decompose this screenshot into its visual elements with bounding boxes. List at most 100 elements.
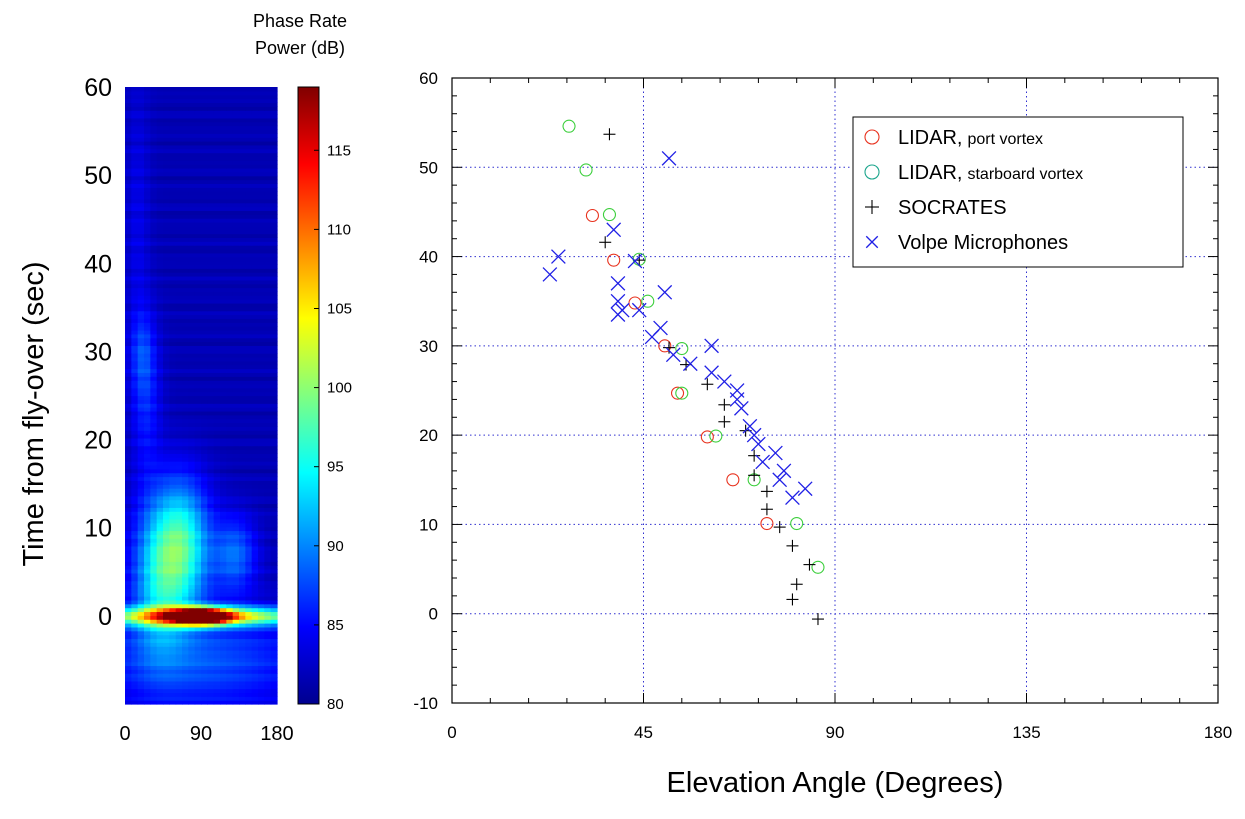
heatmap-cell bbox=[175, 302, 183, 308]
heatmap-cell bbox=[144, 198, 151, 204]
heatmap-cell bbox=[201, 495, 208, 501]
heatmap-cell bbox=[156, 453, 164, 458]
heatmap-cell bbox=[270, 530, 278, 535]
heatmap-cell bbox=[213, 144, 221, 150]
heatmap-cell bbox=[182, 260, 189, 265]
heatmap-cell bbox=[245, 407, 253, 412]
heatmap-cell bbox=[182, 137, 189, 142]
heatmap-cell bbox=[175, 638, 183, 643]
heatmap-cell bbox=[239, 430, 246, 435]
heatmap-cell bbox=[239, 156, 246, 161]
heatmap-cell bbox=[137, 94, 145, 100]
heatmap-cell bbox=[213, 337, 221, 343]
heatmap-cell bbox=[163, 653, 170, 659]
heatmap-cell bbox=[156, 167, 164, 173]
heatmap-cell bbox=[169, 596, 177, 601]
heatmap-cell bbox=[188, 549, 196, 555]
heatmap-cell bbox=[213, 376, 221, 381]
heatmap-cell bbox=[213, 125, 221, 131]
heatmap-cell bbox=[220, 171, 227, 177]
heatmap-cell bbox=[194, 333, 202, 339]
heatmap-cell bbox=[270, 198, 278, 204]
heatmap-cell bbox=[270, 515, 278, 520]
heatmap-cell bbox=[144, 380, 151, 385]
heatmap-cell bbox=[156, 245, 164, 250]
heatmap-cell bbox=[213, 565, 221, 570]
heatmap-cell bbox=[125, 418, 132, 424]
heatmap-cell bbox=[169, 449, 177, 454]
heatmap-cell bbox=[258, 206, 265, 211]
heatmap-cell bbox=[150, 684, 158, 690]
heatmap-cell bbox=[188, 391, 196, 397]
heatmap-cell bbox=[201, 140, 208, 146]
heatmap-cell bbox=[264, 167, 272, 173]
heatmap-cell bbox=[131, 445, 139, 451]
heatmap-cell bbox=[188, 322, 196, 327]
heatmap-cell bbox=[258, 700, 265, 705]
heatmap-cell bbox=[156, 144, 164, 150]
heatmap-cell bbox=[245, 503, 253, 508]
heatmap-cell bbox=[150, 592, 158, 597]
heatmap-cell bbox=[251, 434, 259, 439]
heatmap-cell bbox=[213, 113, 221, 119]
heatmap-cell bbox=[175, 167, 183, 173]
data-point-plus bbox=[701, 378, 714, 391]
heatmap-cell bbox=[258, 179, 265, 185]
heatmap-cell bbox=[245, 495, 253, 501]
heatmap-cell bbox=[245, 164, 253, 169]
heatmap-cell bbox=[207, 160, 215, 165]
data-point-circle bbox=[562, 119, 576, 133]
heatmap-cell bbox=[156, 368, 164, 373]
heatmap-cell bbox=[220, 160, 227, 165]
heatmap-cell bbox=[226, 410, 234, 416]
heatmap-cell bbox=[182, 241, 189, 246]
heatmap-cell bbox=[125, 376, 132, 381]
heatmap-cell bbox=[131, 260, 139, 265]
heatmap-cell bbox=[182, 542, 189, 547]
heatmap-cell bbox=[169, 461, 177, 466]
heatmap-cell bbox=[270, 623, 278, 628]
heatmap-cell bbox=[226, 245, 234, 250]
heatmap-cell bbox=[207, 480, 215, 485]
heatmap-cell bbox=[131, 403, 139, 408]
heatmap-cell bbox=[207, 538, 215, 543]
heatmap-cell bbox=[188, 148, 196, 154]
heatmap-cell bbox=[175, 410, 183, 416]
heatmap-cell bbox=[232, 94, 240, 100]
heatmap-cell bbox=[137, 630, 145, 636]
heatmap-cell bbox=[201, 252, 208, 258]
heatmap-cell bbox=[125, 148, 132, 154]
heatmap-cell bbox=[169, 480, 177, 485]
heatmap-cell bbox=[220, 399, 227, 404]
heatmap-cell bbox=[144, 160, 151, 165]
heatmap-cell bbox=[144, 480, 151, 485]
heatmap-cell bbox=[239, 322, 246, 327]
heatmap-cell bbox=[131, 630, 139, 636]
heatmap-cell bbox=[207, 183, 215, 188]
heatmap-cell bbox=[226, 634, 234, 640]
heatmap-cell bbox=[207, 237, 215, 242]
heatmap-cell bbox=[188, 245, 196, 250]
heatmap-cell bbox=[169, 372, 177, 377]
heatmap-cell bbox=[264, 403, 272, 408]
heatmap-cell bbox=[144, 549, 151, 555]
heatmap-cell bbox=[131, 688, 139, 694]
heatmap-cell bbox=[220, 592, 227, 597]
heatmap-cell bbox=[232, 534, 240, 539]
heatmap-cell bbox=[264, 275, 272, 281]
heatmap-cell bbox=[251, 603, 259, 609]
heatmap-cell bbox=[150, 299, 158, 304]
heatmap-cell bbox=[188, 314, 196, 319]
heatmap-cell bbox=[125, 534, 132, 539]
heatmap-cell bbox=[207, 611, 215, 616]
heatmap-cell bbox=[270, 233, 278, 238]
heatmap-cell bbox=[182, 395, 189, 400]
heatmap-cell bbox=[201, 94, 208, 100]
heatmap-cell bbox=[194, 360, 202, 366]
heatmap-cell bbox=[150, 588, 158, 593]
heatmap-cell bbox=[213, 449, 221, 454]
heatmap-cell bbox=[201, 183, 208, 188]
heatmap-cell bbox=[201, 353, 208, 358]
heatmap-cell bbox=[226, 518, 234, 524]
heatmap-cell bbox=[188, 117, 196, 123]
